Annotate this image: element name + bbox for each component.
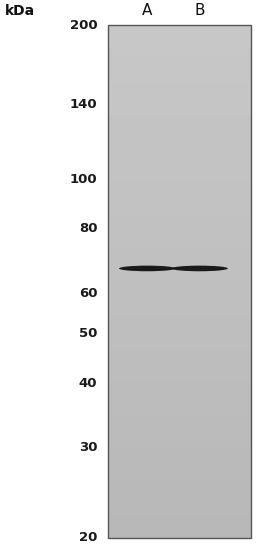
Text: 140: 140	[70, 98, 97, 111]
Ellipse shape	[119, 266, 175, 271]
Text: B: B	[194, 3, 205, 18]
Text: 100: 100	[70, 173, 97, 186]
Ellipse shape	[172, 266, 228, 271]
Text: A: A	[142, 3, 152, 18]
Text: 80: 80	[79, 222, 97, 236]
Text: 50: 50	[79, 327, 97, 340]
Text: 30: 30	[79, 441, 97, 454]
Text: 200: 200	[70, 18, 97, 32]
Text: kDa: kDa	[5, 4, 35, 18]
Text: 60: 60	[79, 286, 97, 300]
Text: 20: 20	[79, 531, 97, 544]
Text: 40: 40	[79, 377, 97, 390]
